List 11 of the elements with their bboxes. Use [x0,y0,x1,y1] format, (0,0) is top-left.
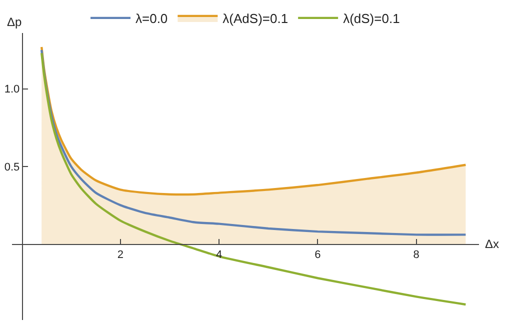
x-axis-title: Δx [485,237,500,251]
legend-label: λ(dS)=0.1 [343,11,400,26]
x-tick-label: 6 [314,249,321,262]
y-axis-title: Δp [7,15,22,29]
y-tick-label: 0.5 [4,161,20,174]
x-tick-label: 8 [413,249,420,262]
y-tick-label: 1.0 [4,84,20,96]
x-tick-label: 2 [117,249,124,262]
legend-label: λ=0.0 [136,11,168,26]
line-series [40,52,467,306]
legend-label: λ(AdS)=0.1 [222,11,288,26]
